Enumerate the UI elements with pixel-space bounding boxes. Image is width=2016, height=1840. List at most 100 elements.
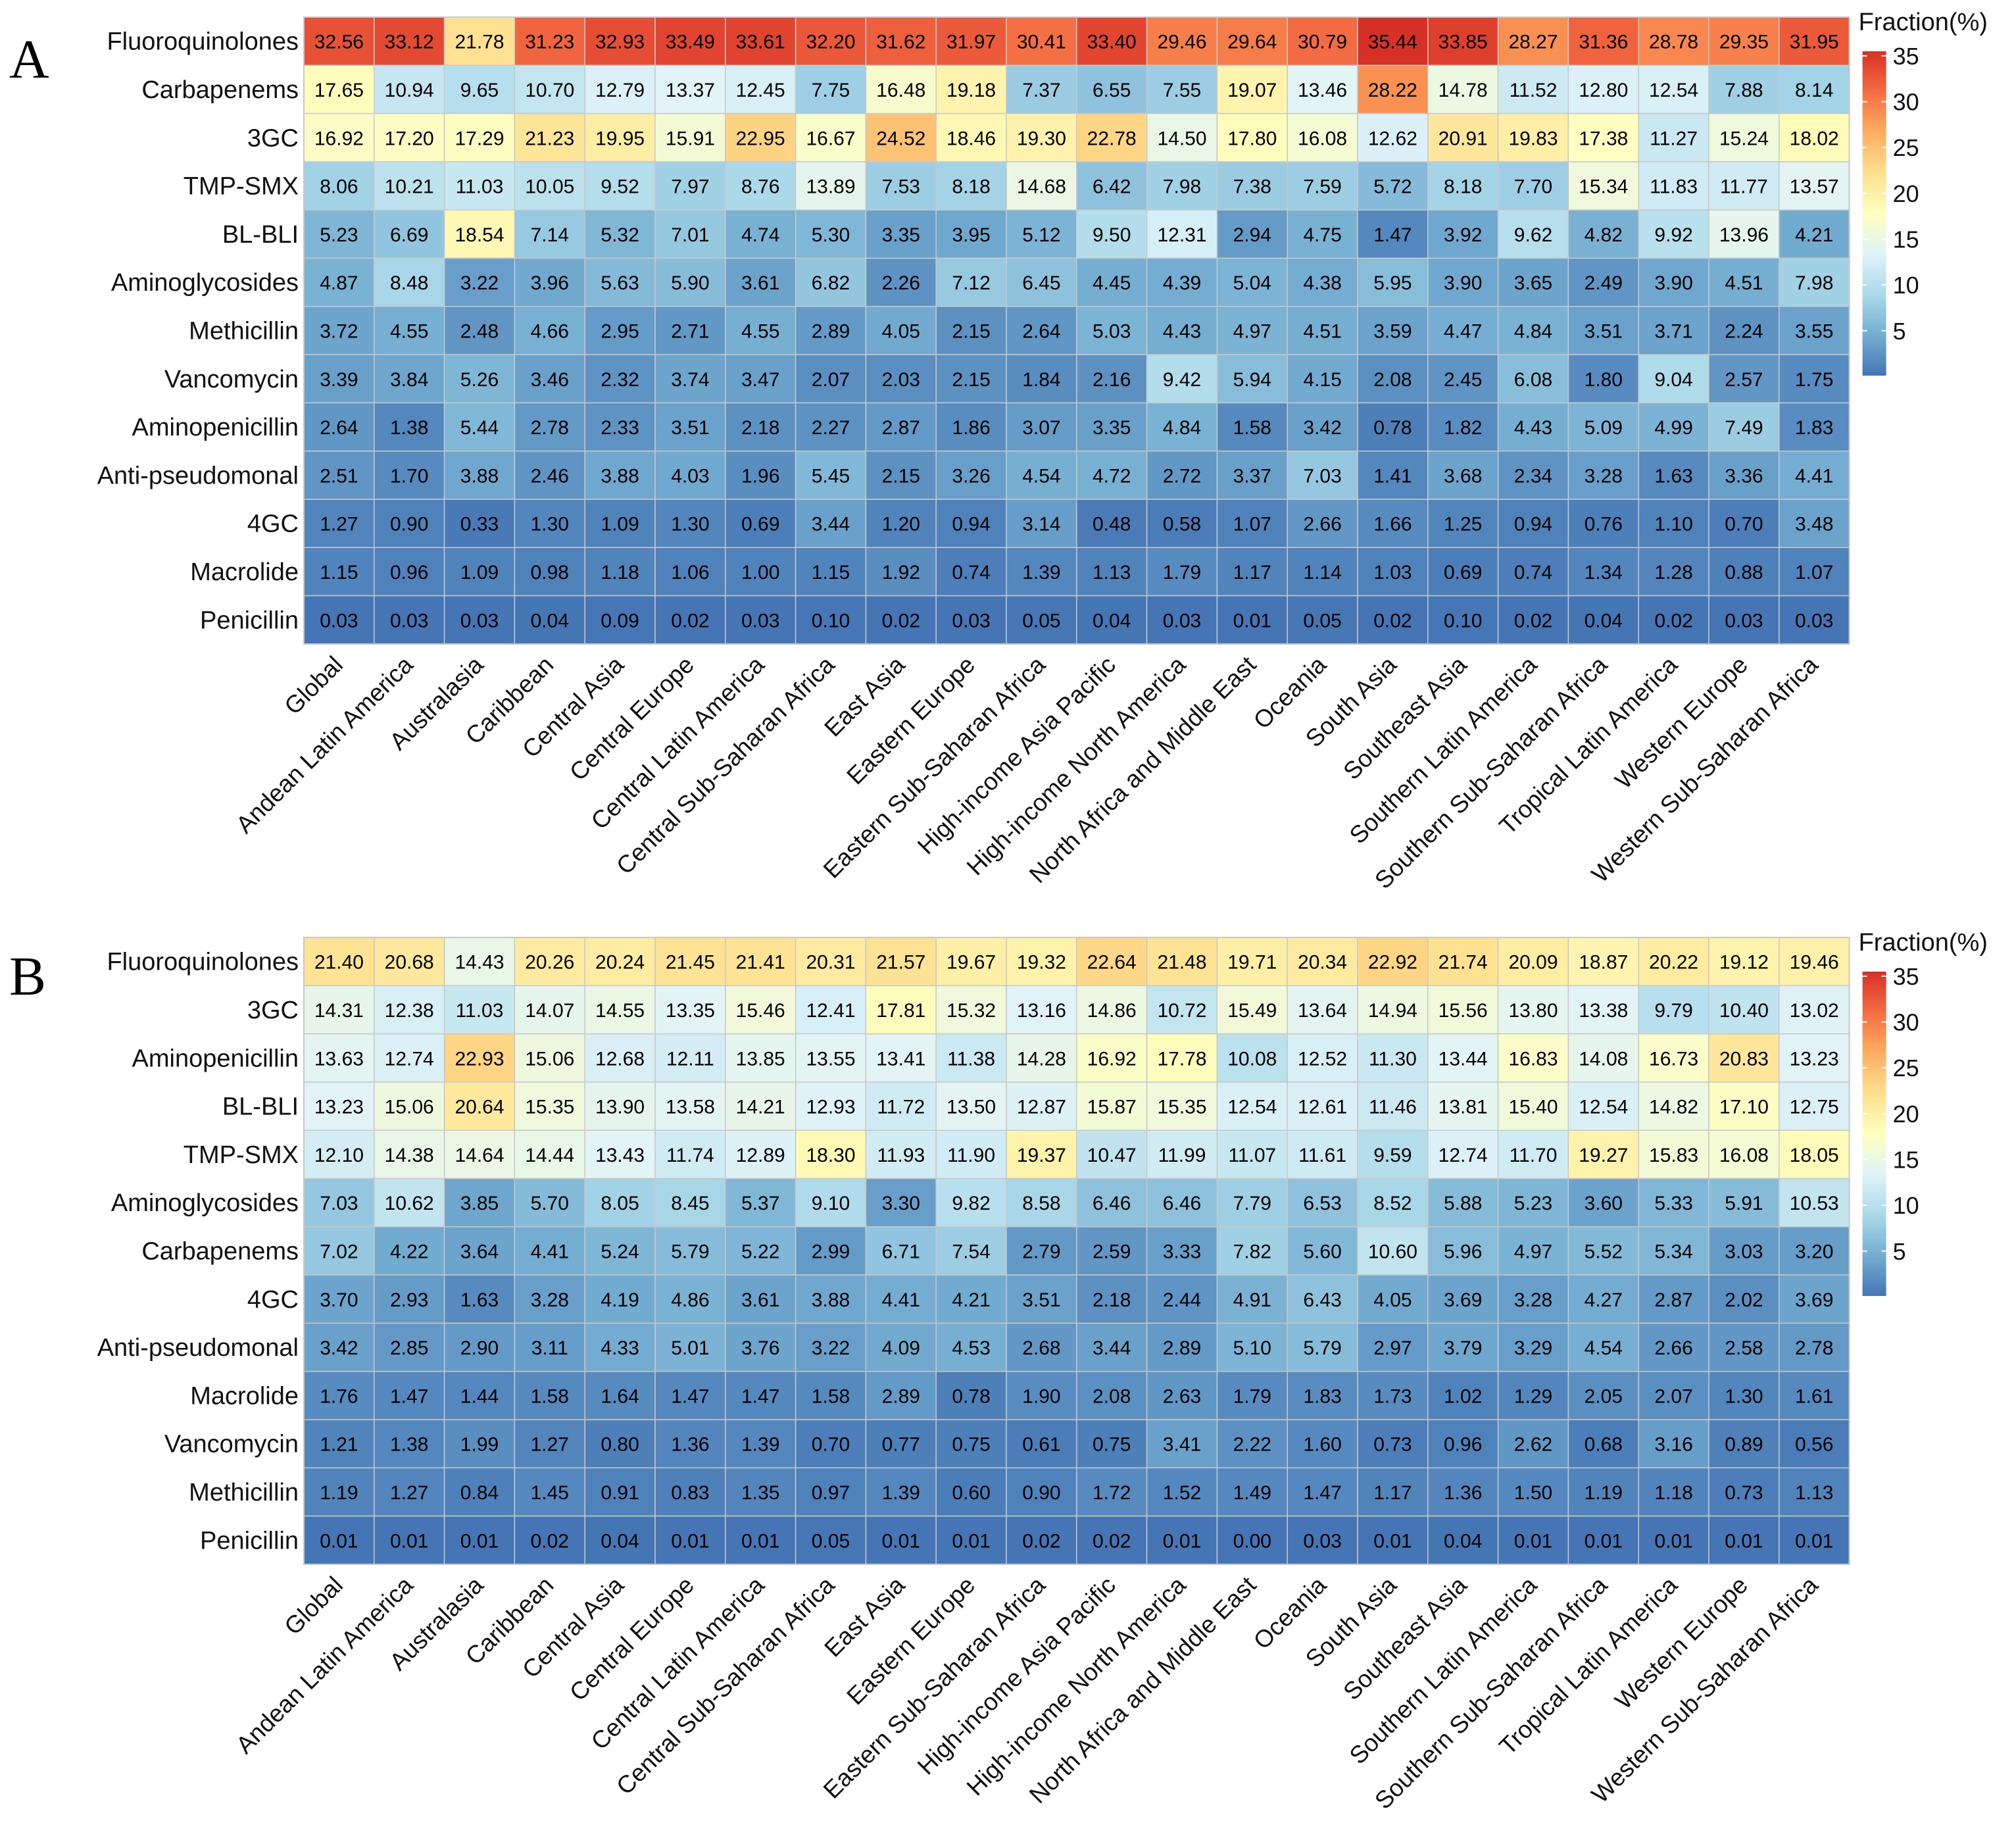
- heatmap-cell: [1708, 1033, 1780, 1083]
- cell-value: 14.38: [385, 1145, 434, 1166]
- cell-value: 4.45: [1093, 272, 1131, 294]
- heatmap-cell: [1076, 209, 1148, 259]
- heatmap-cell: [935, 499, 1007, 549]
- cell-value: 1.61: [1795, 1385, 1833, 1407]
- cell-value: 0.01: [1163, 1530, 1201, 1552]
- heatmap-cell: [1779, 1274, 1850, 1324]
- row-label: Anti-pseudomonal: [97, 462, 299, 489]
- cell-value: 21.45: [666, 952, 715, 974]
- cell-value: 2.97: [1373, 1337, 1412, 1359]
- cell-value: 3.65: [1514, 272, 1552, 294]
- cell-value: 5.72: [1373, 176, 1412, 198]
- cell-value: 15.24: [1719, 128, 1769, 149]
- cell-value: 3.84: [390, 369, 428, 391]
- cell-value: 3.44: [1093, 1337, 1131, 1359]
- heatmap-cell: [514, 450, 585, 500]
- cell-value: 0.01: [1373, 1530, 1412, 1552]
- cell-value: 13.37: [666, 80, 715, 101]
- heatmap-cell: [1638, 1467, 1709, 1517]
- heatmap-cell: [865, 1419, 937, 1469]
- cell-value: 2.33: [601, 417, 639, 439]
- cell-value: 3.55: [1795, 320, 1833, 342]
- cell-value: 4.05: [1373, 1289, 1412, 1311]
- legend-colorbar: [1862, 51, 1886, 376]
- heatmap-cell: [443, 306, 516, 355]
- cell-value: 4.47: [1444, 320, 1482, 342]
- heatmap-cell: [1287, 306, 1358, 355]
- heatmap-cell: [935, 1370, 1007, 1420]
- cell-value: 14.55: [595, 1000, 645, 1022]
- heatmap-cell: [374, 1274, 445, 1324]
- heatmap-cell: [1287, 112, 1358, 162]
- heatmap-cell: [1708, 161, 1780, 211]
- heatmap-cell: [654, 1370, 726, 1420]
- heatmap-cell: [1357, 985, 1429, 1035]
- cell-value: 14.44: [525, 1145, 574, 1166]
- heatmap-cell: [1216, 1274, 1288, 1324]
- heatmap-cell: [1146, 1274, 1218, 1324]
- cell-value: 15.34: [1579, 176, 1628, 198]
- cell-value: 13.80: [1508, 1000, 1558, 1022]
- heatmap-cell: [654, 985, 726, 1035]
- cell-value: 5.37: [741, 1193, 779, 1214]
- cell-value: 0.80: [601, 1434, 639, 1456]
- cell-value: 1.30: [671, 514, 709, 535]
- cell-value: 0.02: [1514, 610, 1552, 632]
- heatmap-cell: [1357, 1082, 1429, 1131]
- cell-value: 2.07: [812, 369, 850, 391]
- heatmap-cell: [1427, 257, 1499, 307]
- cell-value: 0.04: [1444, 1530, 1482, 1552]
- cell-value: 2.87: [882, 417, 920, 439]
- cell-value: 11.72: [877, 1097, 925, 1118]
- cell-value: 14.28: [1017, 1048, 1066, 1070]
- cell-value: 33.12: [385, 32, 434, 53]
- heatmap-cell: [725, 112, 797, 162]
- cell-value: 1.27: [390, 1482, 428, 1504]
- legend-tick-label: 5: [1893, 1238, 1906, 1265]
- cell-value: 1.25: [1444, 514, 1482, 535]
- cell-value: 0.33: [460, 514, 499, 535]
- cell-value: 2.85: [390, 1337, 428, 1359]
- cell-value: 0.77: [882, 1434, 920, 1456]
- cell-value: 15.40: [1508, 1097, 1558, 1118]
- row-label: Macrolide: [190, 559, 299, 586]
- row-label: Fluoroquinolones: [107, 949, 299, 976]
- heatmap-cell: [1216, 306, 1288, 355]
- heatmap-cell: [1779, 1033, 1850, 1083]
- cell-value: 11.90: [947, 1145, 995, 1166]
- heatmap-cell: [514, 1515, 585, 1565]
- heatmap-cell: [1427, 547, 1499, 597]
- cell-value: 11.46: [1369, 1097, 1417, 1118]
- cell-value: 10.05: [525, 176, 574, 198]
- row-label: 3GC: [247, 124, 299, 152]
- row-label: Aminopenicillin: [132, 1045, 299, 1072]
- heatmap-cell: [1497, 257, 1569, 307]
- legend-tick-label: 10: [1893, 1192, 1919, 1219]
- heatmap-cell: [443, 1467, 516, 1517]
- heatmap-cell: [1146, 937, 1218, 987]
- cell-value: 11.30: [1369, 1048, 1417, 1070]
- heatmap-cell: [1708, 1419, 1780, 1469]
- heatmap-cell: [1146, 1033, 1218, 1083]
- cell-value: 2.63: [1163, 1385, 1201, 1407]
- heatmap-cell: [1076, 1274, 1148, 1324]
- cell-value: 19.37: [1017, 1145, 1066, 1166]
- column-label: Global: [279, 1572, 348, 1641]
- heatmap-cell: [374, 1226, 445, 1276]
- heatmap-cell: [1567, 16, 1639, 66]
- heatmap-cell: [795, 1082, 867, 1131]
- cell-value: 1.64: [601, 1385, 639, 1407]
- cell-value: 16.73: [1649, 1048, 1698, 1070]
- cell-value: 1.39: [741, 1434, 779, 1456]
- cell-value: 16.83: [1508, 1048, 1558, 1070]
- cell-value: 1.15: [812, 562, 850, 584]
- heatmap-cell: [443, 1130, 516, 1180]
- cell-value: 13.41: [876, 1048, 925, 1070]
- cell-value: 12.89: [736, 1145, 785, 1166]
- cell-value: 7.02: [320, 1241, 358, 1262]
- cell-value: 2.71: [671, 320, 709, 342]
- cell-value: 15.32: [947, 1000, 996, 1022]
- cell-value: 3.37: [1233, 465, 1271, 487]
- heatmap-cell: [1497, 1515, 1569, 1565]
- heatmap-cell: [654, 354, 726, 404]
